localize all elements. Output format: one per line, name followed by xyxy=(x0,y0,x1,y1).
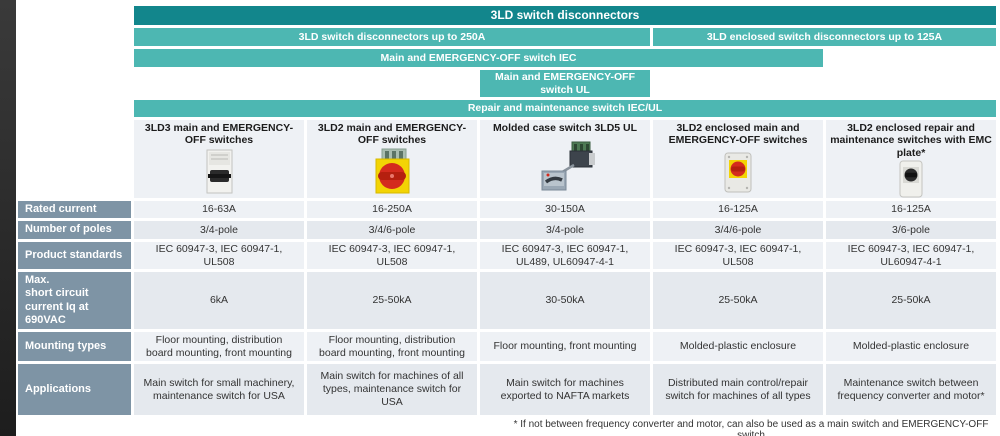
table-cell: 3/4/6-pole xyxy=(307,221,477,239)
table-cell: Maintenance switch between frequency con… xyxy=(826,364,996,415)
table-cell: Main switch for small machinery, mainten… xyxy=(134,364,304,415)
table-cell: 6kA xyxy=(134,272,304,329)
row-label-number-of-poles: Number of poles xyxy=(18,221,131,239)
row-label-max-short-circuit-current: Max. short circuit current Iq at 690VAC xyxy=(18,272,131,329)
table-cell: Molded-plastic enclosure xyxy=(826,332,996,361)
band-title: 3LD switch disconnectors xyxy=(134,6,996,25)
table-cell: IEC 60947-3, IEC 60947-1, UL60947-4-1 xyxy=(826,242,996,269)
switch-disconnector-table: 3LD switch disconnectors 3LD switch disc… xyxy=(18,6,996,415)
table-cell: 25-50kA xyxy=(307,272,477,329)
row-label-rated-current: Rated current xyxy=(18,201,131,218)
product-photo-3ld5 xyxy=(480,134,650,198)
product-photo-3ld2 xyxy=(307,147,477,198)
column-header-3ld2-enclosed: 3LD2 enclosed main and EMERGENCY-OFF swi… xyxy=(653,120,823,198)
product-photo-3ld2-enclosed xyxy=(653,147,823,198)
table-cell: Molded-plastic enclosure xyxy=(653,332,823,361)
table-cell: Floor mounting, distribution board mount… xyxy=(307,332,477,361)
product-photo-3ld3 xyxy=(134,147,304,198)
table-cell: IEC 60947-3, IEC 60947-1, UL508 xyxy=(307,242,477,269)
table-cell: IEC 60947-3, IEC 60947-1, UL489, UL60947… xyxy=(480,242,650,269)
table-cell: 16-63A xyxy=(134,201,304,218)
table-cell: Main switch for machines exported to NAF… xyxy=(480,364,650,415)
band-main-emergency-ul: Main and EMERGENCY-OFF switch UL xyxy=(480,70,650,97)
table-cell: 16-125A xyxy=(826,201,996,218)
table-cell: 30-150A xyxy=(480,201,650,218)
column-title: 3LD2 enclosed repair and maintenance swi… xyxy=(830,122,992,159)
table-cell: 3/4-pole xyxy=(480,221,650,239)
footnote: * If not between frequency converter and… xyxy=(513,419,989,436)
table-cell: 30-50kA xyxy=(480,272,650,329)
table-cell: Floor mounting, distribution board mount… xyxy=(134,332,304,361)
table-cell: IEC 60947-3, IEC 60947-1, UL508 xyxy=(134,242,304,269)
table-cell: Floor mounting, front mounting xyxy=(480,332,650,361)
row-label-product-standards: Product standards xyxy=(18,242,131,269)
table-cell: 25-50kA xyxy=(826,272,996,329)
table-cell: 25-50kA xyxy=(653,272,823,329)
table-cell: IEC 60947-3, IEC 60947-1, UL508 xyxy=(653,242,823,269)
product-photo-3ld2-enclosed-emc xyxy=(826,159,996,198)
column-title: 3LD3 main and EMERGENCY-OFF switches xyxy=(144,122,294,147)
band-up-to-250a: 3LD switch disconnectors up to 250A xyxy=(134,28,650,46)
table-cell: 3/4-pole xyxy=(134,221,304,239)
column-header-3ld2-enclosed-emc: 3LD2 enclosed repair and maintenance swi… xyxy=(826,120,996,198)
table-cell: 3/6-pole xyxy=(826,221,996,239)
column-title: Molded case switch 3LD5 UL xyxy=(492,122,638,134)
column-title: 3LD2 enclosed main and EMERGENCY-OFF swi… xyxy=(668,122,808,147)
band-main-emergency-iec: Main and EMERGENCY-OFF switch IEC xyxy=(134,49,823,67)
table-cell: 16-125A xyxy=(653,201,823,218)
column-header-3ld5: Molded case switch 3LD5 UL xyxy=(480,120,650,198)
band-enclosed-up-to-125a: 3LD enclosed switch disconnectors up to … xyxy=(653,28,996,46)
table-cell: Distributed main control/repair switch f… xyxy=(653,364,823,415)
band-repair-maintenance: Repair and maintenance switch IEC/UL xyxy=(134,100,996,117)
column-title: 3LD2 main and EMERGENCY-OFF switches xyxy=(317,122,467,147)
table-cell: 3/4/6-pole xyxy=(653,221,823,239)
column-header-3ld3: 3LD3 main and EMERGENCY-OFF switches xyxy=(134,120,304,198)
table-cell: 16-250A xyxy=(307,201,477,218)
slide-edge-bar xyxy=(0,0,16,436)
row-label-applications: Applications xyxy=(18,364,131,415)
table-cell: Main switch for machines of all types, m… xyxy=(307,364,477,415)
column-header-3ld2: 3LD2 main and EMERGENCY-OFF switches xyxy=(307,120,477,198)
row-label-mounting-types: Mounting types xyxy=(18,332,131,361)
